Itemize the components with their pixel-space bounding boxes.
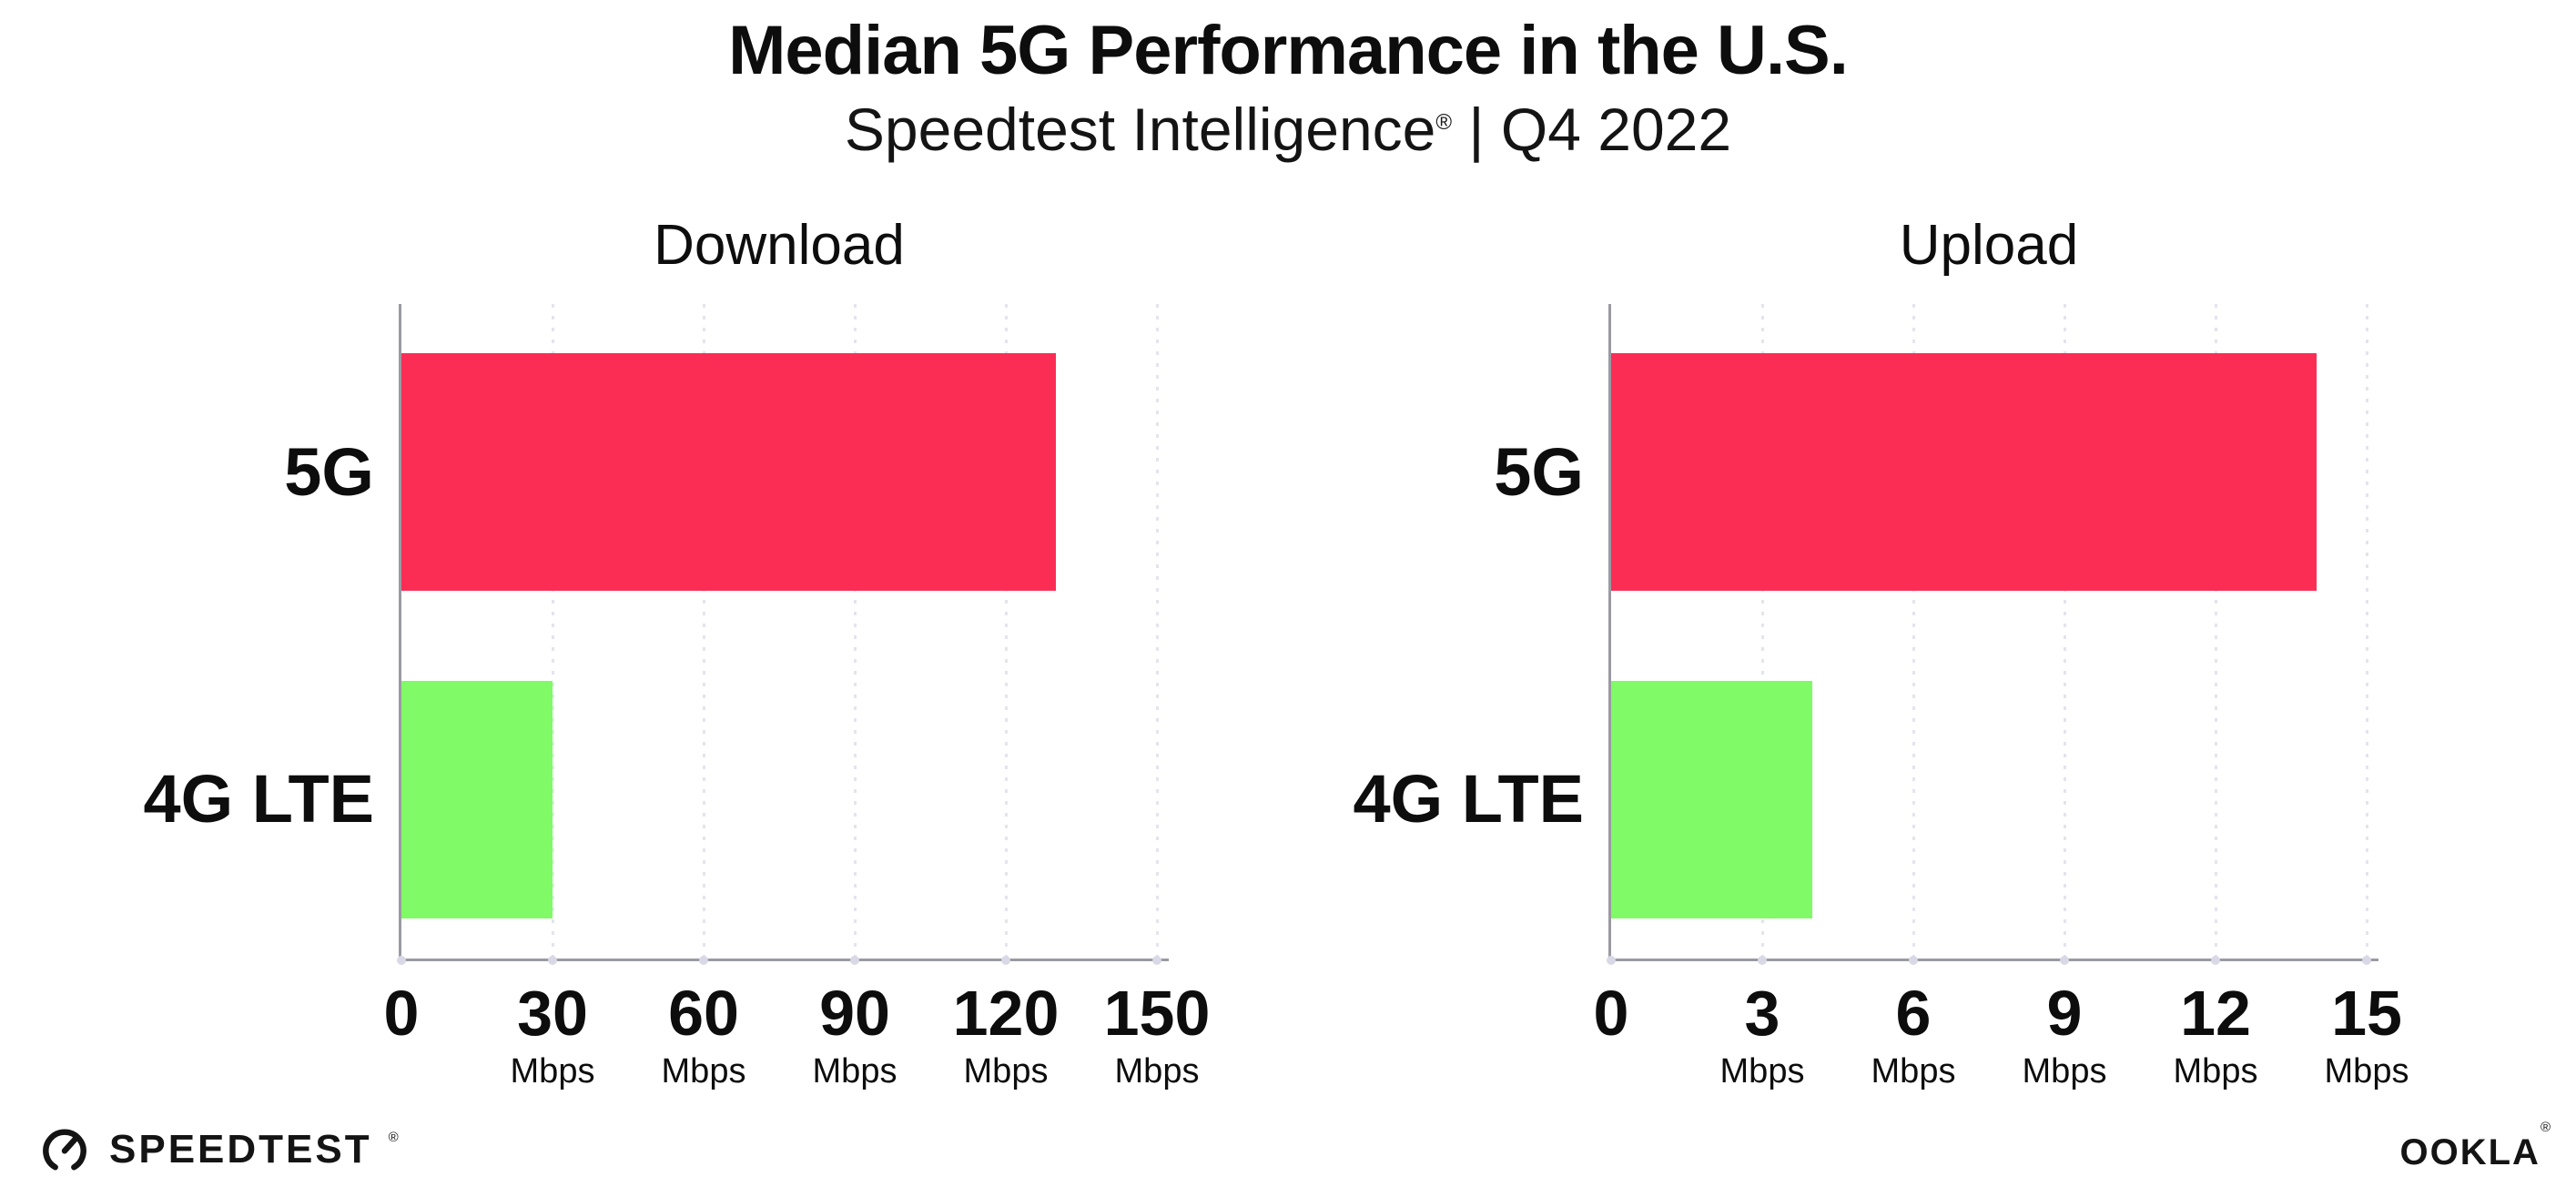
gridline-120 [1005, 304, 1008, 959]
category-label-4g-lte: 4G LTE [143, 761, 374, 837]
page-title: Median 5G Performance in the U.S. [728, 12, 1849, 89]
x-tick-value: 12 [2180, 978, 2251, 1049]
x-tick-60: 60 Mbps [603, 981, 804, 1089]
x-tick-0: 0 [1511, 981, 1711, 1045]
x-tick-30: 30 Mbps [452, 981, 653, 1089]
x-tick-6: 6 Mbps [1813, 981, 2013, 1089]
x-tick-3: 3 Mbps [1662, 981, 1862, 1089]
chart-title-upload: Upload [1899, 214, 2079, 277]
bar-5g [401, 353, 1057, 592]
category-label-4g-lte: 4G LTE [1353, 761, 1584, 837]
x-tick-value: 6 [1895, 978, 1932, 1049]
axis-tick-dot [2211, 956, 2220, 965]
x-tick-unit: Mbps [2022, 1052, 2107, 1090]
x-tick-unit: Mbps [963, 1052, 1049, 1090]
x-tick-value: 3 [1744, 978, 1780, 1049]
x-tick-unit: Mbps [1719, 1052, 1805, 1090]
axis-tick-dot [2362, 956, 2371, 965]
x-tick-value: 0 [383, 978, 420, 1049]
subtitle-period: | Q4 2022 [1452, 96, 1732, 163]
gridline-3 [1761, 304, 1764, 959]
gridline-90 [854, 304, 857, 959]
x-tick-unit: Mbps [812, 1052, 898, 1090]
bar-4g-lte [401, 680, 553, 918]
axis-tick-dot [1152, 956, 1161, 965]
x-tick-120: 120 Mbps [906, 981, 1106, 1089]
speedtest-wordmark: SPEEDTEST [109, 1127, 372, 1172]
x-tick-12: 12 Mbps [2115, 981, 2316, 1089]
category-label-5g: 5G [284, 433, 374, 510]
x-tick-value: 60 [668, 978, 739, 1049]
gridline-6 [1912, 304, 1915, 959]
ookla-wordmark: OOKLA [2399, 1132, 2541, 1172]
gridline-15 [2366, 304, 2368, 959]
x-tick-unit: Mbps [1114, 1052, 1200, 1090]
axis-tick-dot [1909, 956, 1918, 965]
x-tick-value: 120 [952, 978, 1060, 1049]
subtitle-brand: Speedtest Intelligence [844, 96, 1436, 163]
x-tick-90: 90 Mbps [755, 981, 955, 1089]
y-axis [399, 304, 401, 961]
x-tick-value: 90 [819, 978, 890, 1049]
x-tick-9: 9 Mbps [1964, 981, 2165, 1089]
chart-title-download: Download [654, 214, 905, 277]
axis-tick-dot [850, 956, 859, 965]
axis-tick-dot [397, 956, 406, 965]
axis-tick-dot [699, 956, 708, 965]
x-tick-unit: Mbps [2324, 1052, 2409, 1090]
axis-tick-dot [2060, 956, 2069, 965]
speedtest-registered-icon: ® [388, 1129, 399, 1145]
x-tick-value: 15 [2331, 978, 2402, 1049]
speedtest-gauge-icon [43, 1129, 86, 1171]
category-label-5g: 5G [1494, 433, 1584, 510]
x-tick-unit: Mbps [510, 1052, 595, 1090]
x-tick-0: 0 [301, 981, 502, 1045]
speedtest-logo: SPEEDTEST ® [36, 1121, 399, 1178]
gridline-9 [2064, 304, 2066, 959]
bar-4g-lte [1611, 680, 1813, 918]
x-tick-unit: Mbps [2173, 1052, 2258, 1090]
axis-tick-dot [1758, 956, 1767, 965]
x-tick-15: 15 Mbps [2267, 981, 2467, 1089]
x-tick-unit: Mbps [661, 1052, 746, 1090]
x-tick-150: 150 Mbps [1057, 981, 1257, 1089]
x-tick-value: 0 [1593, 978, 1629, 1049]
x-axis [399, 959, 1169, 961]
gridline-60 [703, 304, 705, 959]
x-tick-value: 30 [517, 978, 588, 1049]
ookla-logo: OOKLA® [2399, 1120, 2551, 1173]
y-axis [1608, 304, 1611, 961]
gridline-30 [552, 304, 554, 959]
axis-tick-dot [1001, 956, 1010, 965]
axis-tick-dot [1607, 956, 1616, 965]
x-tick-unit: Mbps [1871, 1052, 1956, 1090]
x-axis [1608, 959, 2378, 961]
gridline-12 [2215, 304, 2217, 959]
ookla-registered-icon: ® [2540, 1120, 2551, 1135]
page-subtitle: Speedtest Intelligence® | Q4 2022 [0, 95, 2576, 164]
registered-mark-icon: ® [1435, 110, 1453, 135]
x-tick-value: 9 [2046, 978, 2083, 1049]
bar-5g [1611, 353, 2317, 592]
gridline-150 [1156, 304, 1159, 959]
x-tick-value: 150 [1103, 978, 1211, 1049]
axis-tick-dot [548, 956, 557, 965]
